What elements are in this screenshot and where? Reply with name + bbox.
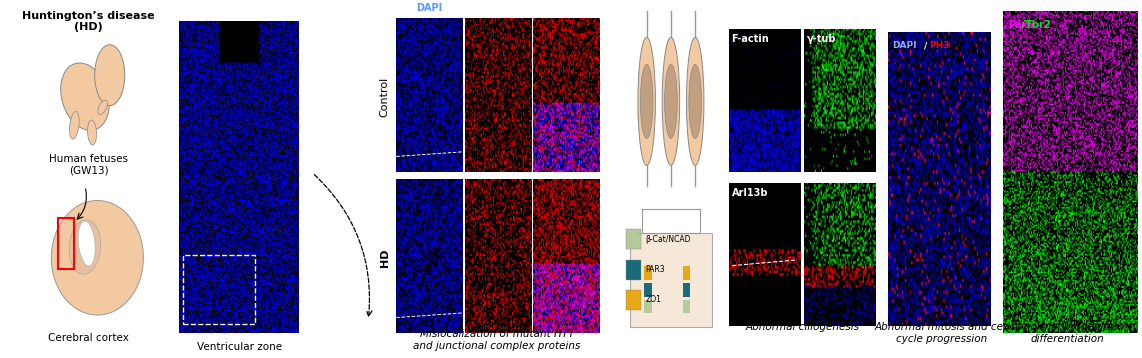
- Ellipse shape: [689, 64, 701, 139]
- Text: Pax6: Pax6: [1008, 20, 1035, 30]
- Text: HD: HD: [380, 248, 389, 267]
- Ellipse shape: [98, 100, 107, 115]
- Text: DAPI: DAPI: [417, 3, 442, 13]
- Bar: [644, 300, 652, 313]
- Ellipse shape: [88, 120, 97, 145]
- Text: PH3: PH3: [930, 41, 950, 50]
- Bar: [183, 255, 255, 324]
- Text: β-Cat/NCAD: β-Cat/NCAD: [645, 235, 691, 244]
- Text: Ventricular zone: Ventricular zone: [196, 342, 282, 352]
- Ellipse shape: [61, 63, 110, 130]
- Ellipse shape: [665, 64, 677, 139]
- Ellipse shape: [51, 200, 144, 315]
- Ellipse shape: [662, 38, 679, 165]
- Ellipse shape: [686, 38, 703, 165]
- Bar: [626, 229, 641, 250]
- Ellipse shape: [79, 221, 95, 266]
- Ellipse shape: [638, 38, 656, 165]
- Text: Abnormal progenitors
differentiation: Abnormal progenitors differentiation: [1011, 322, 1124, 344]
- Ellipse shape: [70, 111, 79, 139]
- Text: Abnormal mitosis and cell
cycle progression: Abnormal mitosis and cell cycle progress…: [875, 322, 1008, 344]
- Bar: [683, 283, 690, 296]
- Text: Huntington’s disease
(HD): Huntington’s disease (HD): [22, 11, 155, 32]
- Ellipse shape: [70, 220, 100, 274]
- Circle shape: [95, 45, 124, 106]
- Text: DAPI: DAPI: [893, 41, 917, 50]
- Bar: [630, 233, 711, 327]
- Text: ZO1: ZO1: [645, 295, 661, 304]
- Ellipse shape: [641, 64, 653, 139]
- Text: /: /: [925, 41, 927, 50]
- Bar: [683, 266, 690, 280]
- Bar: [626, 260, 641, 280]
- Bar: [644, 266, 652, 280]
- Text: Human fetuses
(GW13): Human fetuses (GW13): [49, 154, 128, 175]
- Text: Mislocalization of mutant HTT
and junctional complex proteins: Mislocalization of mutant HTT and juncti…: [413, 329, 580, 351]
- Text: Arl13b: Arl13b: [732, 188, 767, 198]
- Text: Cerebral cortex: Cerebral cortex: [48, 333, 129, 343]
- Bar: [626, 290, 641, 310]
- Text: HTT: HTT: [486, 3, 509, 13]
- Text: PAR3: PAR3: [645, 265, 666, 274]
- Text: γ-tub: γ-tub: [807, 34, 836, 44]
- Text: Abnormal ciliogenesis: Abnormal ciliogenesis: [746, 322, 859, 332]
- Text: Control: Control: [380, 77, 389, 117]
- Text: /Tbr2: /Tbr2: [1008, 20, 1051, 30]
- Text: F-actin: F-actin: [732, 34, 770, 44]
- Bar: [644, 283, 652, 296]
- Bar: [683, 300, 690, 313]
- Bar: [58, 218, 74, 268]
